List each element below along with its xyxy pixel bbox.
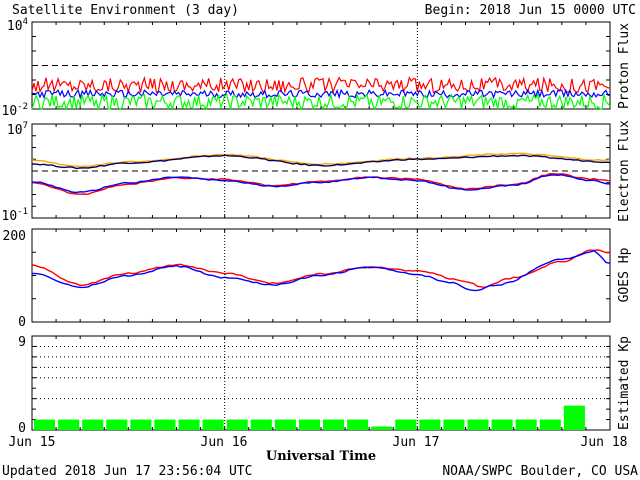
hp-ytick-bottom: 0: [18, 315, 26, 330]
x-tick-label: Jun 18: [581, 435, 628, 450]
kp-bar: [274, 419, 296, 430]
kp-ylabel: Estimated Kp: [617, 336, 632, 430]
x-tick-label: Jun 16: [201, 435, 248, 450]
kp-bar: [323, 419, 345, 430]
x-tick-label: Jun 17: [393, 435, 440, 450]
proton-flux-plot: [31, 21, 611, 112]
series-line: [31, 92, 611, 112]
kp-bar: [106, 419, 128, 430]
kp-ytick-top: 9: [18, 335, 26, 350]
kp-bar: [443, 419, 465, 430]
proton-ylabel: Proton Flux: [617, 23, 632, 109]
x-axis-label: Universal Time: [266, 449, 376, 464]
kp-bar: [515, 419, 537, 430]
chart-title: Satellite Environment (3 day): [12, 3, 239, 18]
kp-bar: [419, 419, 441, 430]
kp-bar: [563, 405, 585, 430]
kp-bar: [154, 419, 176, 430]
kp-bar: [371, 426, 393, 430]
estimated-kp-plot: [32, 335, 610, 431]
proton-ytick-bottom: 10-2: [2, 102, 29, 119]
kp-bar: [250, 419, 272, 430]
series-line: [31, 75, 610, 95]
series-line: [31, 154, 611, 170]
kp-bar: [82, 419, 104, 430]
kp-ytick-bottom: 0: [18, 421, 26, 436]
begin-time: Begin: 2018 Jun 15 0000 UTC: [425, 3, 636, 18]
kp-bar: [467, 419, 489, 430]
electron-ylabel: Electron Flux: [617, 120, 632, 222]
kp-bar: [298, 419, 320, 430]
series-line: [31, 249, 611, 289]
proton-flux-panel: 104 10-2 Proton Flux: [2, 17, 633, 119]
kp-bar: [178, 419, 200, 430]
hp-ylabel: GOES Hp: [617, 247, 632, 302]
electron-ytick-bottom: 10-1: [2, 207, 29, 224]
electron-ytick-top: 107: [7, 121, 28, 138]
series-line: [31, 174, 611, 194]
goes-hp-plot: [31, 228, 611, 323]
series-line: [31, 249, 611, 292]
kp-bar: [395, 419, 417, 430]
estimated-kp-panel: 9 0 Estimated Kp: [18, 335, 632, 436]
kp-bar: [34, 419, 56, 430]
kp-panel-frame: [31, 335, 611, 431]
electron-flux-panel: 107 10-1 Electron Flux: [2, 120, 633, 224]
kp-bar: [347, 419, 369, 430]
updated-timestamp: Updated 2018 Jun 17 23:56:04 UTC: [2, 464, 252, 479]
goes-hp-panel: 200 0 GOES Hp: [3, 228, 632, 330]
kp-bar: [491, 419, 513, 430]
proton-ytick-top: 104: [7, 17, 28, 34]
x-tick-label: Jun 15: [9, 435, 56, 450]
kp-bar: [226, 419, 248, 430]
series-line: [31, 152, 611, 168]
kp-bar: [539, 419, 561, 430]
hp-ytick-top: 200: [3, 229, 26, 244]
electron-flux-plot: [31, 123, 611, 219]
kp-bar: [202, 419, 224, 430]
kp-bar: [58, 419, 80, 430]
day-separators: [224, 22, 418, 430]
series-line: [32, 88, 611, 100]
kp-bar: [130, 419, 152, 430]
credit-text: NOAA/SWPC Boulder, CO USA: [442, 464, 638, 479]
